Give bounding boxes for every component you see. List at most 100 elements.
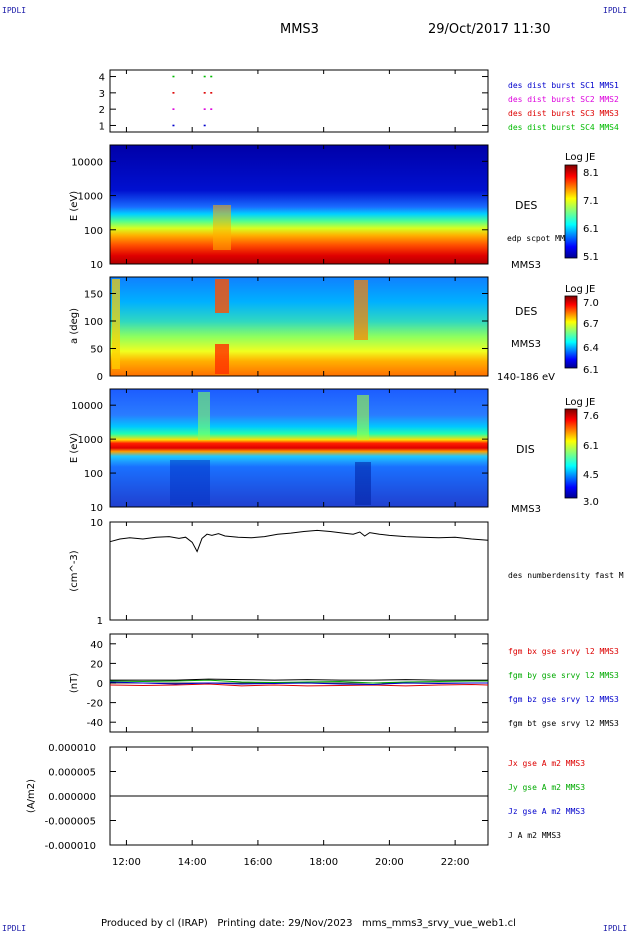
y-tick-label: 50 bbox=[90, 345, 103, 356]
colorbar-title: Log JE bbox=[565, 152, 595, 163]
y-tick-label: 0 bbox=[97, 372, 103, 383]
spectrogram-label-des: DES bbox=[515, 305, 537, 318]
colorbar-label: 3.0 bbox=[583, 497, 599, 508]
des-spectrogram-image bbox=[110, 145, 488, 264]
pitch-angle-feature bbox=[215, 279, 229, 313]
burst-flag-point bbox=[210, 75, 213, 78]
y-tick-label: 0 bbox=[97, 679, 103, 690]
y-tick-label: 0.000010 bbox=[48, 743, 96, 754]
colorbar-dis: Log JE 7.6 6.1 4.5 3.0 bbox=[564, 397, 599, 508]
burst-flag-point bbox=[172, 75, 175, 78]
y-tick-label: 4 bbox=[99, 73, 105, 84]
y-tick-label: 10 bbox=[90, 503, 103, 514]
panel-ylabel: (nT) bbox=[69, 673, 80, 693]
fgm-series-line bbox=[109, 679, 488, 684]
panel-frame bbox=[109, 388, 489, 508]
dis-spectrogram-feature bbox=[170, 460, 210, 505]
y-tick-label: 0.000005 bbox=[48, 768, 96, 779]
panel-frame bbox=[109, 521, 489, 621]
y-tick-label: -40 bbox=[87, 718, 103, 729]
panel-des-pitch-angle: 0 50 100 150 a (deg) DES MMS3 140-186 eV Lo… bbox=[69, 276, 599, 383]
legend-entry: Jx gse A m2 MMS3 bbox=[508, 759, 585, 768]
colorbar-label: 5.1 bbox=[583, 252, 599, 263]
panel-frame bbox=[109, 276, 489, 377]
y-tick-label: 10000 bbox=[71, 401, 103, 412]
colorbar-label: 7.0 bbox=[583, 298, 599, 309]
dis-spectrogram-image bbox=[110, 389, 488, 507]
burst-flag-point bbox=[203, 92, 206, 94]
y-tick-label: 1 bbox=[97, 616, 103, 627]
legend-entry: J A m2 MMS3 bbox=[508, 831, 561, 840]
colorbar-label: 6.1 bbox=[583, 441, 599, 452]
panel-ylabel: (A/m2) bbox=[26, 779, 37, 813]
dis-spectrogram-feature bbox=[198, 392, 210, 440]
time-tick-label: 12:00 bbox=[112, 857, 141, 868]
panel-ylabel: E (eV) bbox=[69, 433, 80, 463]
spectrogram-label-dis: DIS bbox=[516, 443, 535, 456]
page-title: MMS3 bbox=[280, 22, 319, 37]
page-datetime: 29/Oct/2017 11:30 bbox=[428, 22, 551, 37]
colorbar-label: 6.7 bbox=[583, 319, 599, 330]
panel-ylabel: (cm^-3) bbox=[69, 550, 80, 591]
burst-flag-point bbox=[203, 124, 206, 127]
panel-frame bbox=[109, 69, 489, 133]
legend-entry: Jz gse A m2 MMS3 bbox=[508, 807, 585, 816]
pitch-angle-feature bbox=[215, 344, 229, 374]
corner-label-top-right: IPDLI bbox=[603, 6, 628, 15]
legend-entry: des dist burst SC3 MMS3 bbox=[508, 109, 619, 118]
burst-flag-point bbox=[172, 92, 175, 94]
time-tick-label: 16:00 bbox=[243, 857, 272, 868]
legend-entry: des dist burst SC4 MMS4 bbox=[508, 123, 619, 132]
burst-flag-point bbox=[203, 75, 206, 78]
panel-current: -0.000010 -0.000005 0.000000 0.000005 0.0000… bbox=[26, 743, 585, 852]
pitch-angle-feature bbox=[354, 280, 368, 340]
fgm-series-line bbox=[110, 678, 488, 681]
legend-entry: fgm by gse srvy l2 MMS3 bbox=[508, 671, 619, 680]
y-tick-label: -0.000005 bbox=[45, 817, 96, 828]
panel-ylabel: a (deg) bbox=[69, 308, 80, 344]
panel-frame bbox=[109, 144, 489, 265]
y-tick-label: 100 bbox=[84, 226, 103, 237]
legend-entry: des dist burst SC1 MMS1 bbox=[508, 81, 619, 90]
colorbar-title: Log JE bbox=[565, 284, 595, 295]
colorbar-label: 6.1 bbox=[583, 365, 599, 376]
burst-flag-point bbox=[203, 108, 206, 110]
colorbar-label: 7.6 bbox=[583, 411, 599, 422]
colorbar-label: 4.5 bbox=[583, 470, 599, 481]
colorbar-label: 8.1 bbox=[583, 168, 599, 179]
panel-density: 1 10 (cm^-3) des numberdensity fast M bbox=[69, 518, 624, 627]
legend-entry: Jy gse A m2 MMS3 bbox=[508, 783, 585, 792]
corner-label-bottom-left: IPDLI bbox=[2, 924, 27, 933]
y-tick-label: 3 bbox=[99, 89, 105, 100]
pitch-angle-image bbox=[110, 277, 488, 376]
burst-flag-point bbox=[210, 92, 213, 94]
colorbar-pitch: Log JE 7.0 6.7 6.4 6.1 bbox=[564, 284, 599, 376]
y-tick-label: 1000 bbox=[78, 192, 103, 203]
y-tick-label: 1000 bbox=[78, 435, 103, 446]
y-tick-label: -0.000010 bbox=[45, 841, 96, 852]
time-tick-label: 22:00 bbox=[441, 857, 470, 868]
spectrogram-label-sc: MMS3 bbox=[511, 260, 541, 271]
spectrogram-label-energy: 140-186 eV bbox=[497, 372, 555, 383]
spectrogram-label-sc: MMS3 bbox=[511, 339, 541, 350]
colorbar-label: 6.4 bbox=[583, 343, 599, 354]
panel-burst-flags: 1 2 3 4 des dist burst SC1 MMS1 des dist bur… bbox=[99, 69, 619, 133]
burst-flag-point bbox=[172, 108, 175, 110]
y-tick-label: -20 bbox=[87, 699, 103, 710]
spectrogram-label-scpot: edp scpot MMS3 bbox=[507, 234, 575, 243]
density-line bbox=[109, 529, 489, 553]
time-tick-label: 18:00 bbox=[309, 857, 338, 868]
y-tick-label: 10000 bbox=[71, 157, 103, 168]
y-tick-label: 10 bbox=[90, 518, 103, 529]
panel-dis-energy: 10 100 1000 10000 E (eV) DIS MMS3 Log JE 7.… bbox=[69, 388, 599, 515]
colorbar-des: Log JE 8.1 7.1 6.1 5.1 bbox=[564, 152, 599, 263]
y-tick-label: 10 bbox=[90, 260, 103, 271]
legend-entry: fgm bz gse srvy l2 MMS3 bbox=[508, 695, 619, 704]
panel-ylabel: E (eV) bbox=[69, 191, 80, 221]
burst-flag-point bbox=[210, 108, 213, 110]
colorbar-title: Log JE bbox=[565, 397, 595, 408]
panel-fgm: -40 -20 0 20 40 fgm bx gse srvy l2 MMS3 fgm b… bbox=[69, 633, 619, 733]
y-tick-label: 20 bbox=[90, 659, 103, 670]
y-tick-label: 150 bbox=[84, 290, 103, 301]
